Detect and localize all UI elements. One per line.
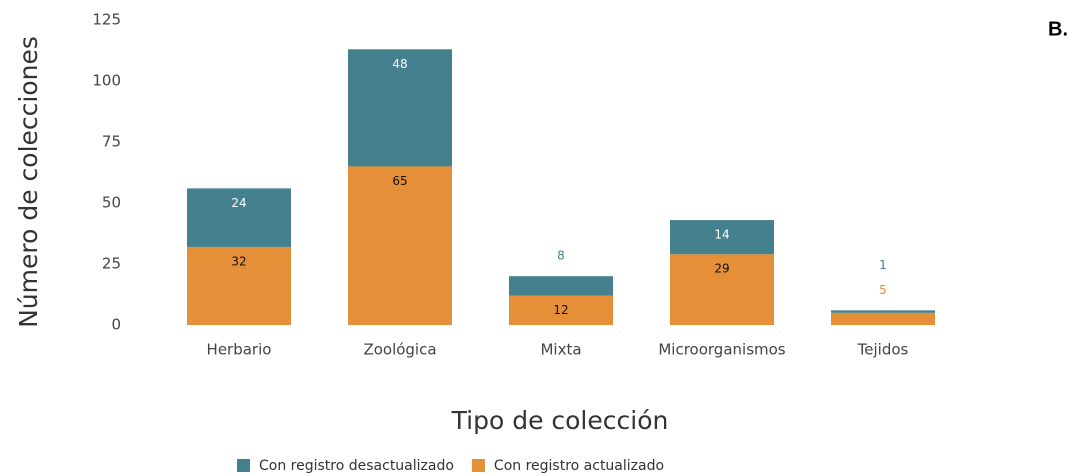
y-tick-label: 25 — [102, 255, 121, 273]
y-tick-label: 50 — [102, 194, 121, 212]
value-label: 24 — [231, 196, 246, 210]
bar-segment — [670, 220, 774, 255]
bar-segment — [509, 276, 613, 296]
value-label: 5 — [879, 283, 887, 297]
bar-segment — [509, 295, 613, 325]
panel-label: B. — [1048, 18, 1068, 40]
y-tick-label: 0 — [111, 316, 121, 334]
y-axis-title: Número de colecciones — [14, 36, 43, 328]
x-tick-label: Tejidos — [857, 341, 909, 359]
bar-segment — [831, 310, 935, 313]
x-tick-label: Microorganismos — [658, 341, 785, 359]
value-label: 14 — [714, 228, 729, 242]
x-axis-title: Tipo de colección — [451, 406, 669, 435]
x-tick-label: Herbario — [207, 341, 272, 359]
x-tick-label: Zoológica — [363, 341, 436, 359]
value-label: 8 — [557, 249, 565, 263]
bar-segment — [187, 246, 291, 325]
value-label: 65 — [392, 174, 407, 188]
bar-segment — [831, 312, 935, 325]
bar-segment — [187, 188, 291, 247]
value-label: 1 — [879, 258, 887, 272]
y-tick-label: 125 — [92, 11, 121, 29]
value-label: 29 — [714, 262, 729, 276]
legend-label: Con registro actualizado — [494, 458, 664, 474]
bar-segment — [348, 166, 452, 325]
x-tick-label: Mixta — [540, 341, 581, 359]
bar-segment — [670, 254, 774, 325]
y-tick-label: 100 — [92, 72, 121, 90]
legend-swatch — [237, 459, 250, 472]
value-label: 12 — [553, 303, 568, 317]
legend-swatch — [471, 459, 485, 472]
value-label: 32 — [231, 254, 246, 268]
legend-label: Con registro desactualizado — [259, 458, 454, 474]
bar-segment — [348, 49, 452, 167]
value-label: 48 — [392, 57, 407, 71]
y-tick-label: 75 — [102, 133, 121, 151]
